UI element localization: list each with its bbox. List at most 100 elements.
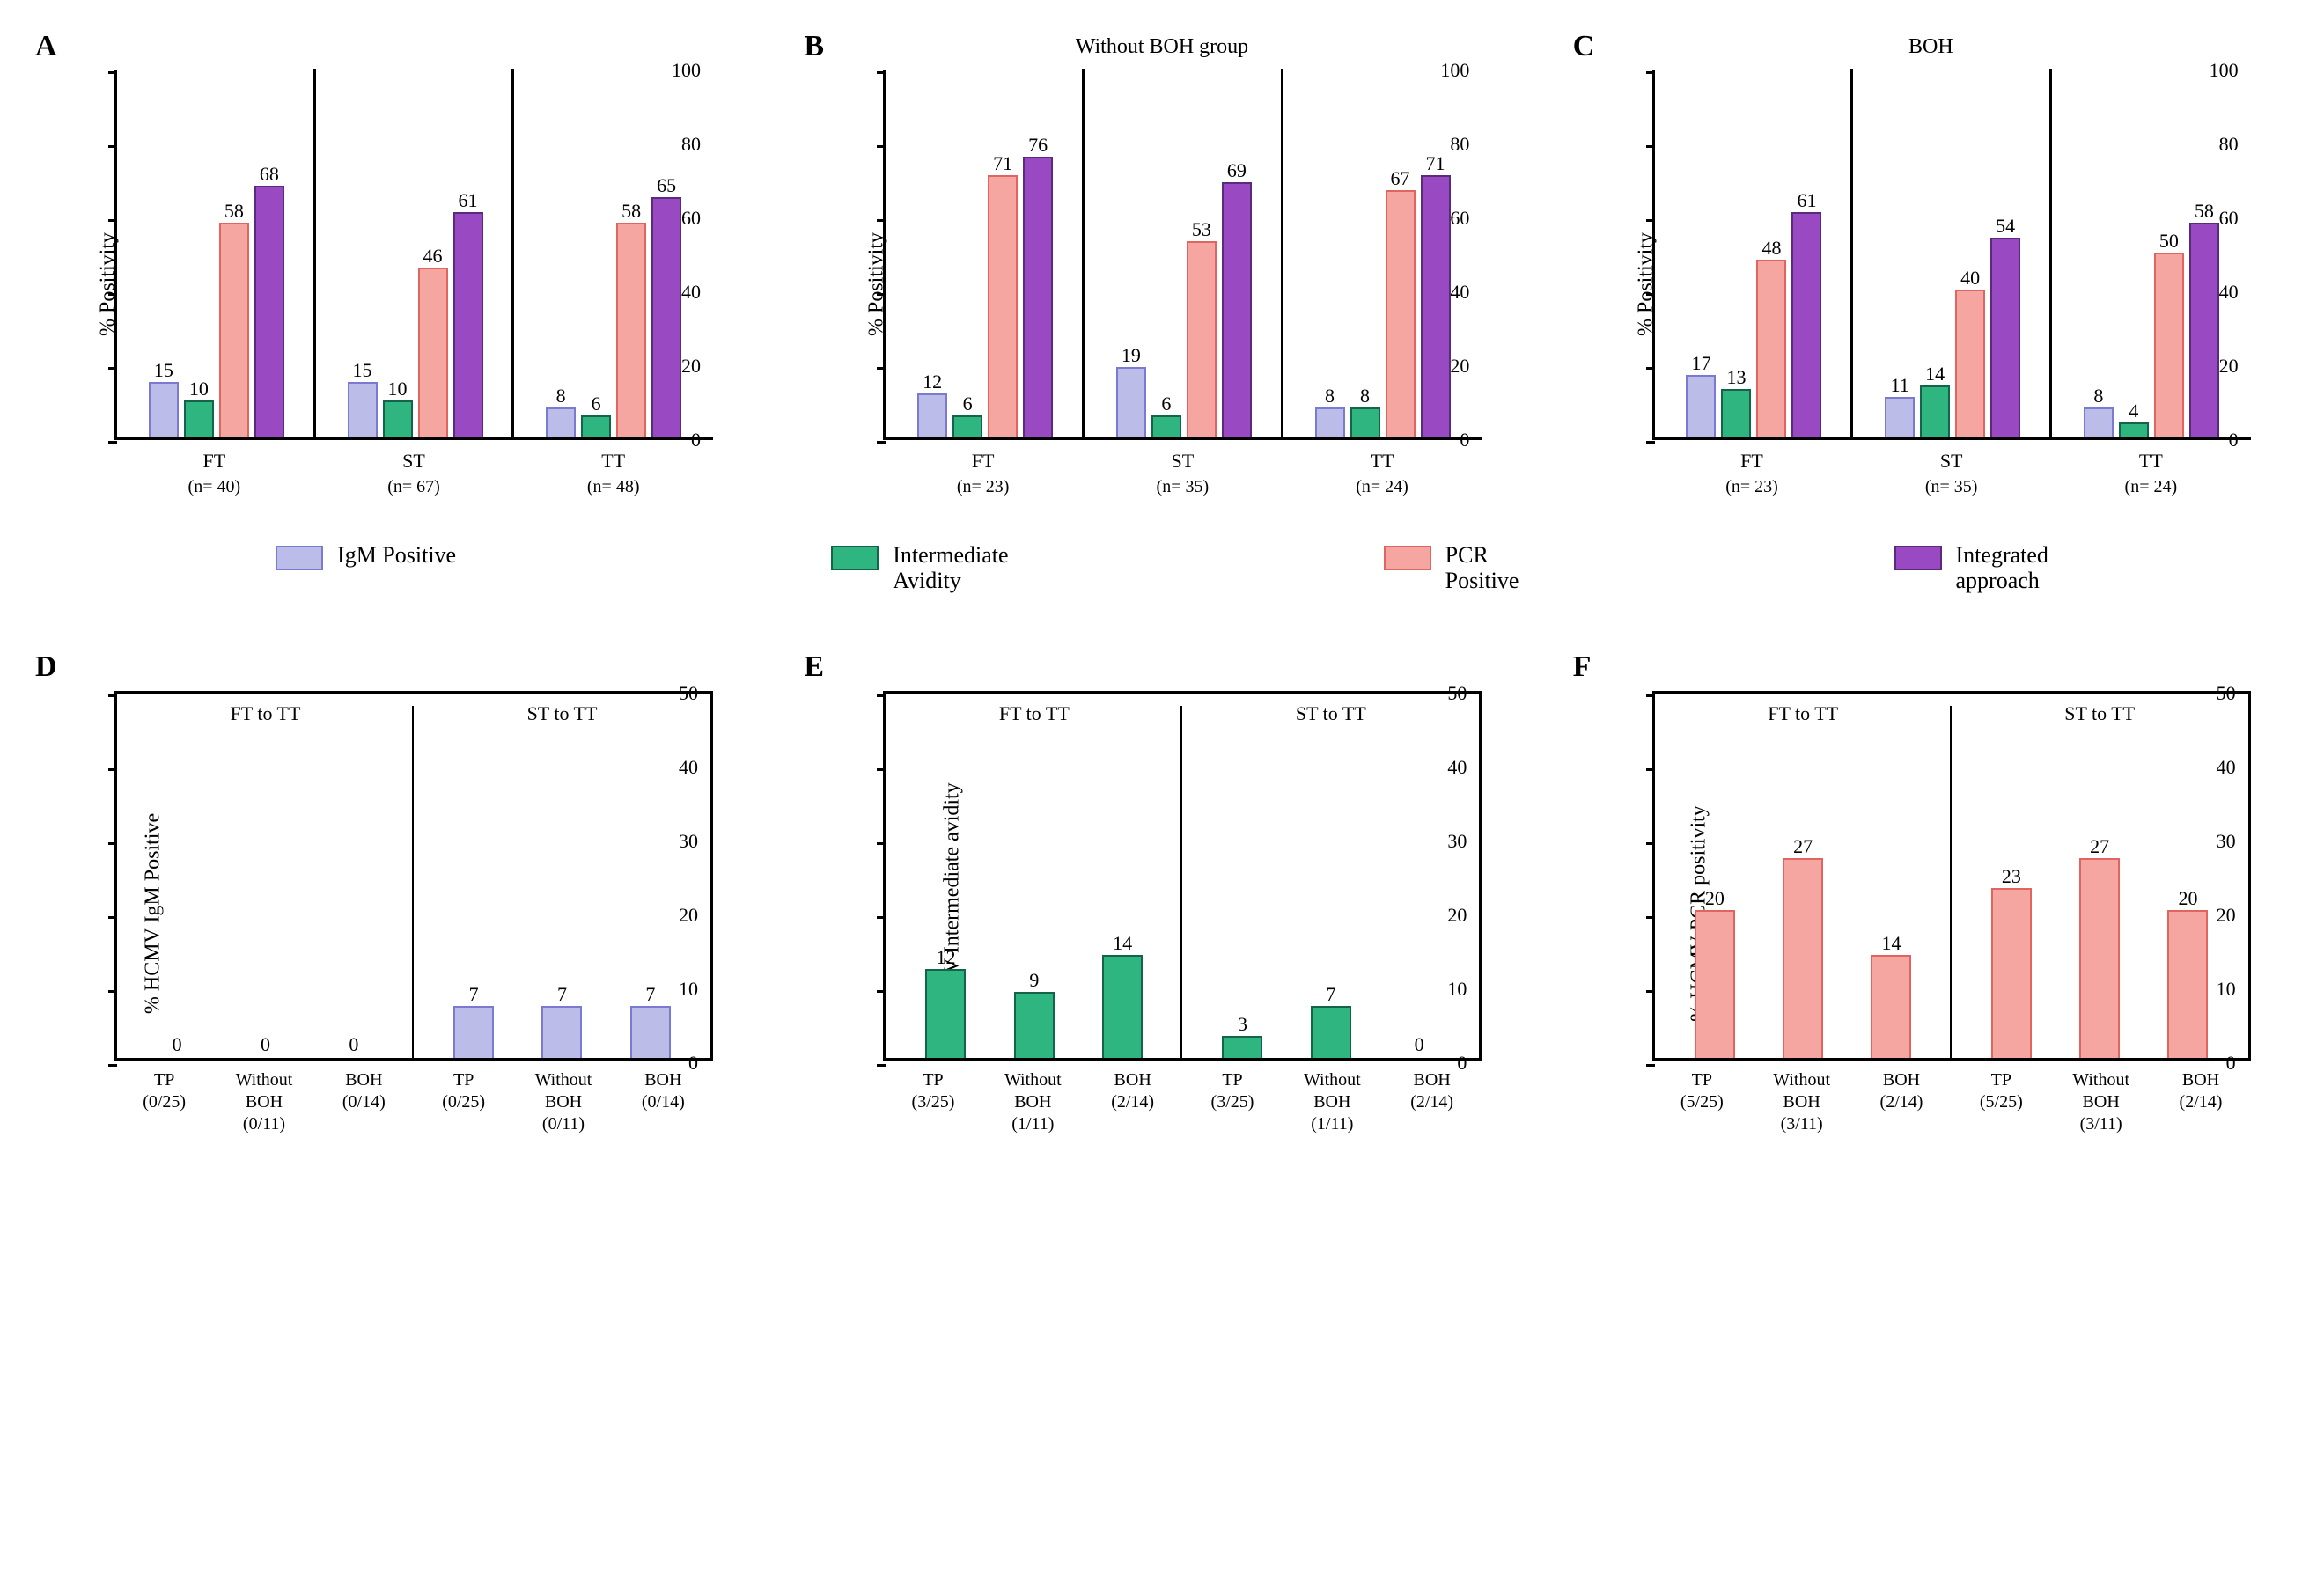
bar-integrated: 58 (2189, 223, 2219, 437)
group-FT: 1267176 (886, 70, 1085, 437)
bar-integrated: 68 (254, 186, 284, 437)
x-label: BOH(2/14) (1851, 1069, 1951, 1135)
group-ST: 15104661 (316, 70, 515, 437)
bar-value-label: 61 (1797, 189, 1816, 212)
bar-igm: 8 (546, 407, 576, 437)
legend-item-avidity: IntermediateAvidity (831, 542, 1008, 595)
y-tick (108, 293, 117, 296)
y-tick (108, 990, 117, 993)
y-tick (877, 367, 886, 370)
bar-avidity: 9 (1014, 992, 1055, 1059)
bar-pcr: 27 (2079, 858, 2120, 1058)
bar-pcr: 40 (1955, 290, 1985, 437)
bar-value-label: 68 (260, 163, 279, 186)
half-1: ST to TT370 (1182, 694, 1479, 1058)
bar-pcr: 46 (418, 268, 448, 437)
groups: FT to TT000ST to TT777 (117, 694, 710, 1058)
half-title: FT to TT (231, 702, 301, 725)
bar-value-label: 6 (1161, 393, 1171, 415)
bar-slot: 9 (990, 694, 1078, 1058)
bar-pcr: 14 (1871, 955, 1911, 1059)
bar-value-label: 67 (1391, 167, 1410, 190)
bar-avidity: 14 (1102, 955, 1143, 1059)
bar-slot: 0 (310, 694, 398, 1058)
x-label: FT(n= 40) (114, 449, 314, 498)
panel-C: CBOH% Positivity020406080100171348611114… (1573, 35, 2289, 498)
y-tick (108, 768, 117, 771)
bar-slot: 27 (1759, 694, 1847, 1058)
half-title: ST to TT (1296, 702, 1366, 725)
bar-value-label: 7 (557, 983, 567, 1006)
bar-value-label: 13 (1726, 366, 1746, 389)
bar-integrated: 65 (651, 197, 681, 437)
bar-igm: 15 (348, 382, 378, 437)
panel-E: E% HCMV Intermediate avidity01020304050F… (804, 656, 1519, 1135)
groups: 1713486111144054845058 (1655, 70, 2251, 437)
bar-integrated: 71 (1421, 175, 1451, 437)
bar-avidity: 10 (184, 400, 214, 437)
bar-integrated: 54 (1990, 238, 2020, 437)
bar-avidity: 12 (925, 969, 966, 1058)
bar-value-label: 7 (469, 983, 479, 1006)
top-row: A% Positivity020406080100151058681510466… (35, 35, 2289, 498)
bar-value-label: 48 (1761, 237, 1781, 260)
x-label: WithoutBOH(0/11) (513, 1069, 613, 1135)
bar-pcr: 58 (616, 223, 646, 437)
x-label: WithoutBOH(1/11) (983, 1069, 1083, 1135)
y-tick (1646, 768, 1655, 771)
y-tick (108, 1064, 117, 1067)
y-tick (108, 916, 117, 919)
x-label: BOH(0/14) (314, 1069, 414, 1135)
bar-value-label: 15 (154, 359, 173, 382)
plot-area: 02040608010012671761965369886771 (883, 70, 1482, 440)
bar-value-label: 20 (1705, 887, 1725, 910)
bar-integrated: 61 (453, 212, 483, 437)
bar-value-label: 11 (1891, 374, 1909, 397)
bar-igm: 12 (917, 393, 947, 437)
bar-igm: 19 (1116, 367, 1146, 437)
bar-slot: 0 (1375, 694, 1463, 1058)
bar-integrated: 76 (1023, 157, 1053, 437)
bar-pcr: 67 (1386, 190, 1416, 437)
x-half: TP(0/25)WithoutBOH(0/11)BOH(0/14) (114, 1069, 414, 1135)
y-tick (877, 842, 886, 845)
bar-slot: 7 (518, 694, 606, 1058)
y-tick (108, 441, 117, 444)
y-tick (1646, 293, 1655, 296)
half-0: FT to TT000 (117, 694, 414, 1058)
bar-value-label: 8 (2093, 385, 2103, 407)
legend-label: PCRPositive (1445, 542, 1519, 595)
bar-value-label: 71 (993, 152, 1012, 175)
chart-box: % HCMV Intermediate avidity01020304050FT… (883, 691, 1519, 1135)
bar-value-label: 58 (224, 200, 244, 223)
bar-value-label: 12 (923, 371, 942, 393)
y-tick (877, 990, 886, 993)
bar-value-label: 19 (1122, 344, 1141, 367)
bar-slot: 0 (221, 694, 309, 1058)
x-half: TP(3/25)WithoutBOH(1/11)BOH(2/14) (883, 1069, 1182, 1135)
half-title: FT to TT (1768, 702, 1838, 725)
y-tick (877, 219, 886, 222)
bar-integrated: 69 (1222, 182, 1252, 437)
legend-label: IntermediateAvidity (893, 542, 1008, 595)
chart-box: % Positivity0204060801001510586815104661… (114, 70, 751, 498)
bar-value-label: 14 (1881, 932, 1901, 955)
panel-letter: F (1573, 650, 1592, 684)
y-tick (877, 1064, 886, 1067)
bar-value-label: 76 (1028, 134, 1048, 157)
half-1: ST to TT232720 (1952, 694, 2248, 1058)
y-tick (1646, 842, 1655, 845)
x-label: BOH(2/14) (2151, 1069, 2250, 1135)
panel-A: A% Positivity020406080100151058681510466… (35, 35, 751, 498)
group-ST: 11 14 4054 (1853, 70, 2052, 437)
half-0: FT to TT202714 (1655, 694, 1952, 1058)
panel-letter: B (804, 30, 824, 63)
bottom-row: D% HCMV IgM Positive01020304050FT to TT0… (35, 656, 2289, 1135)
bar-value-label: 53 (1192, 218, 1211, 241)
bar-pcr: 50 (2154, 253, 2184, 437)
legend-swatch (831, 546, 879, 570)
plot-area: 01020304050FT to TT202714ST to TT232720 (1652, 691, 2251, 1061)
bar-pcr: 20 (1695, 910, 1735, 1058)
bar-value-label: 14 (1925, 363, 1945, 385)
x-label: BOH(2/14) (1083, 1069, 1182, 1135)
